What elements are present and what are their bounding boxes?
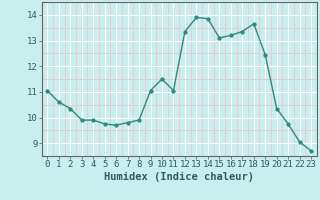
X-axis label: Humidex (Indice chaleur): Humidex (Indice chaleur) (104, 172, 254, 182)
